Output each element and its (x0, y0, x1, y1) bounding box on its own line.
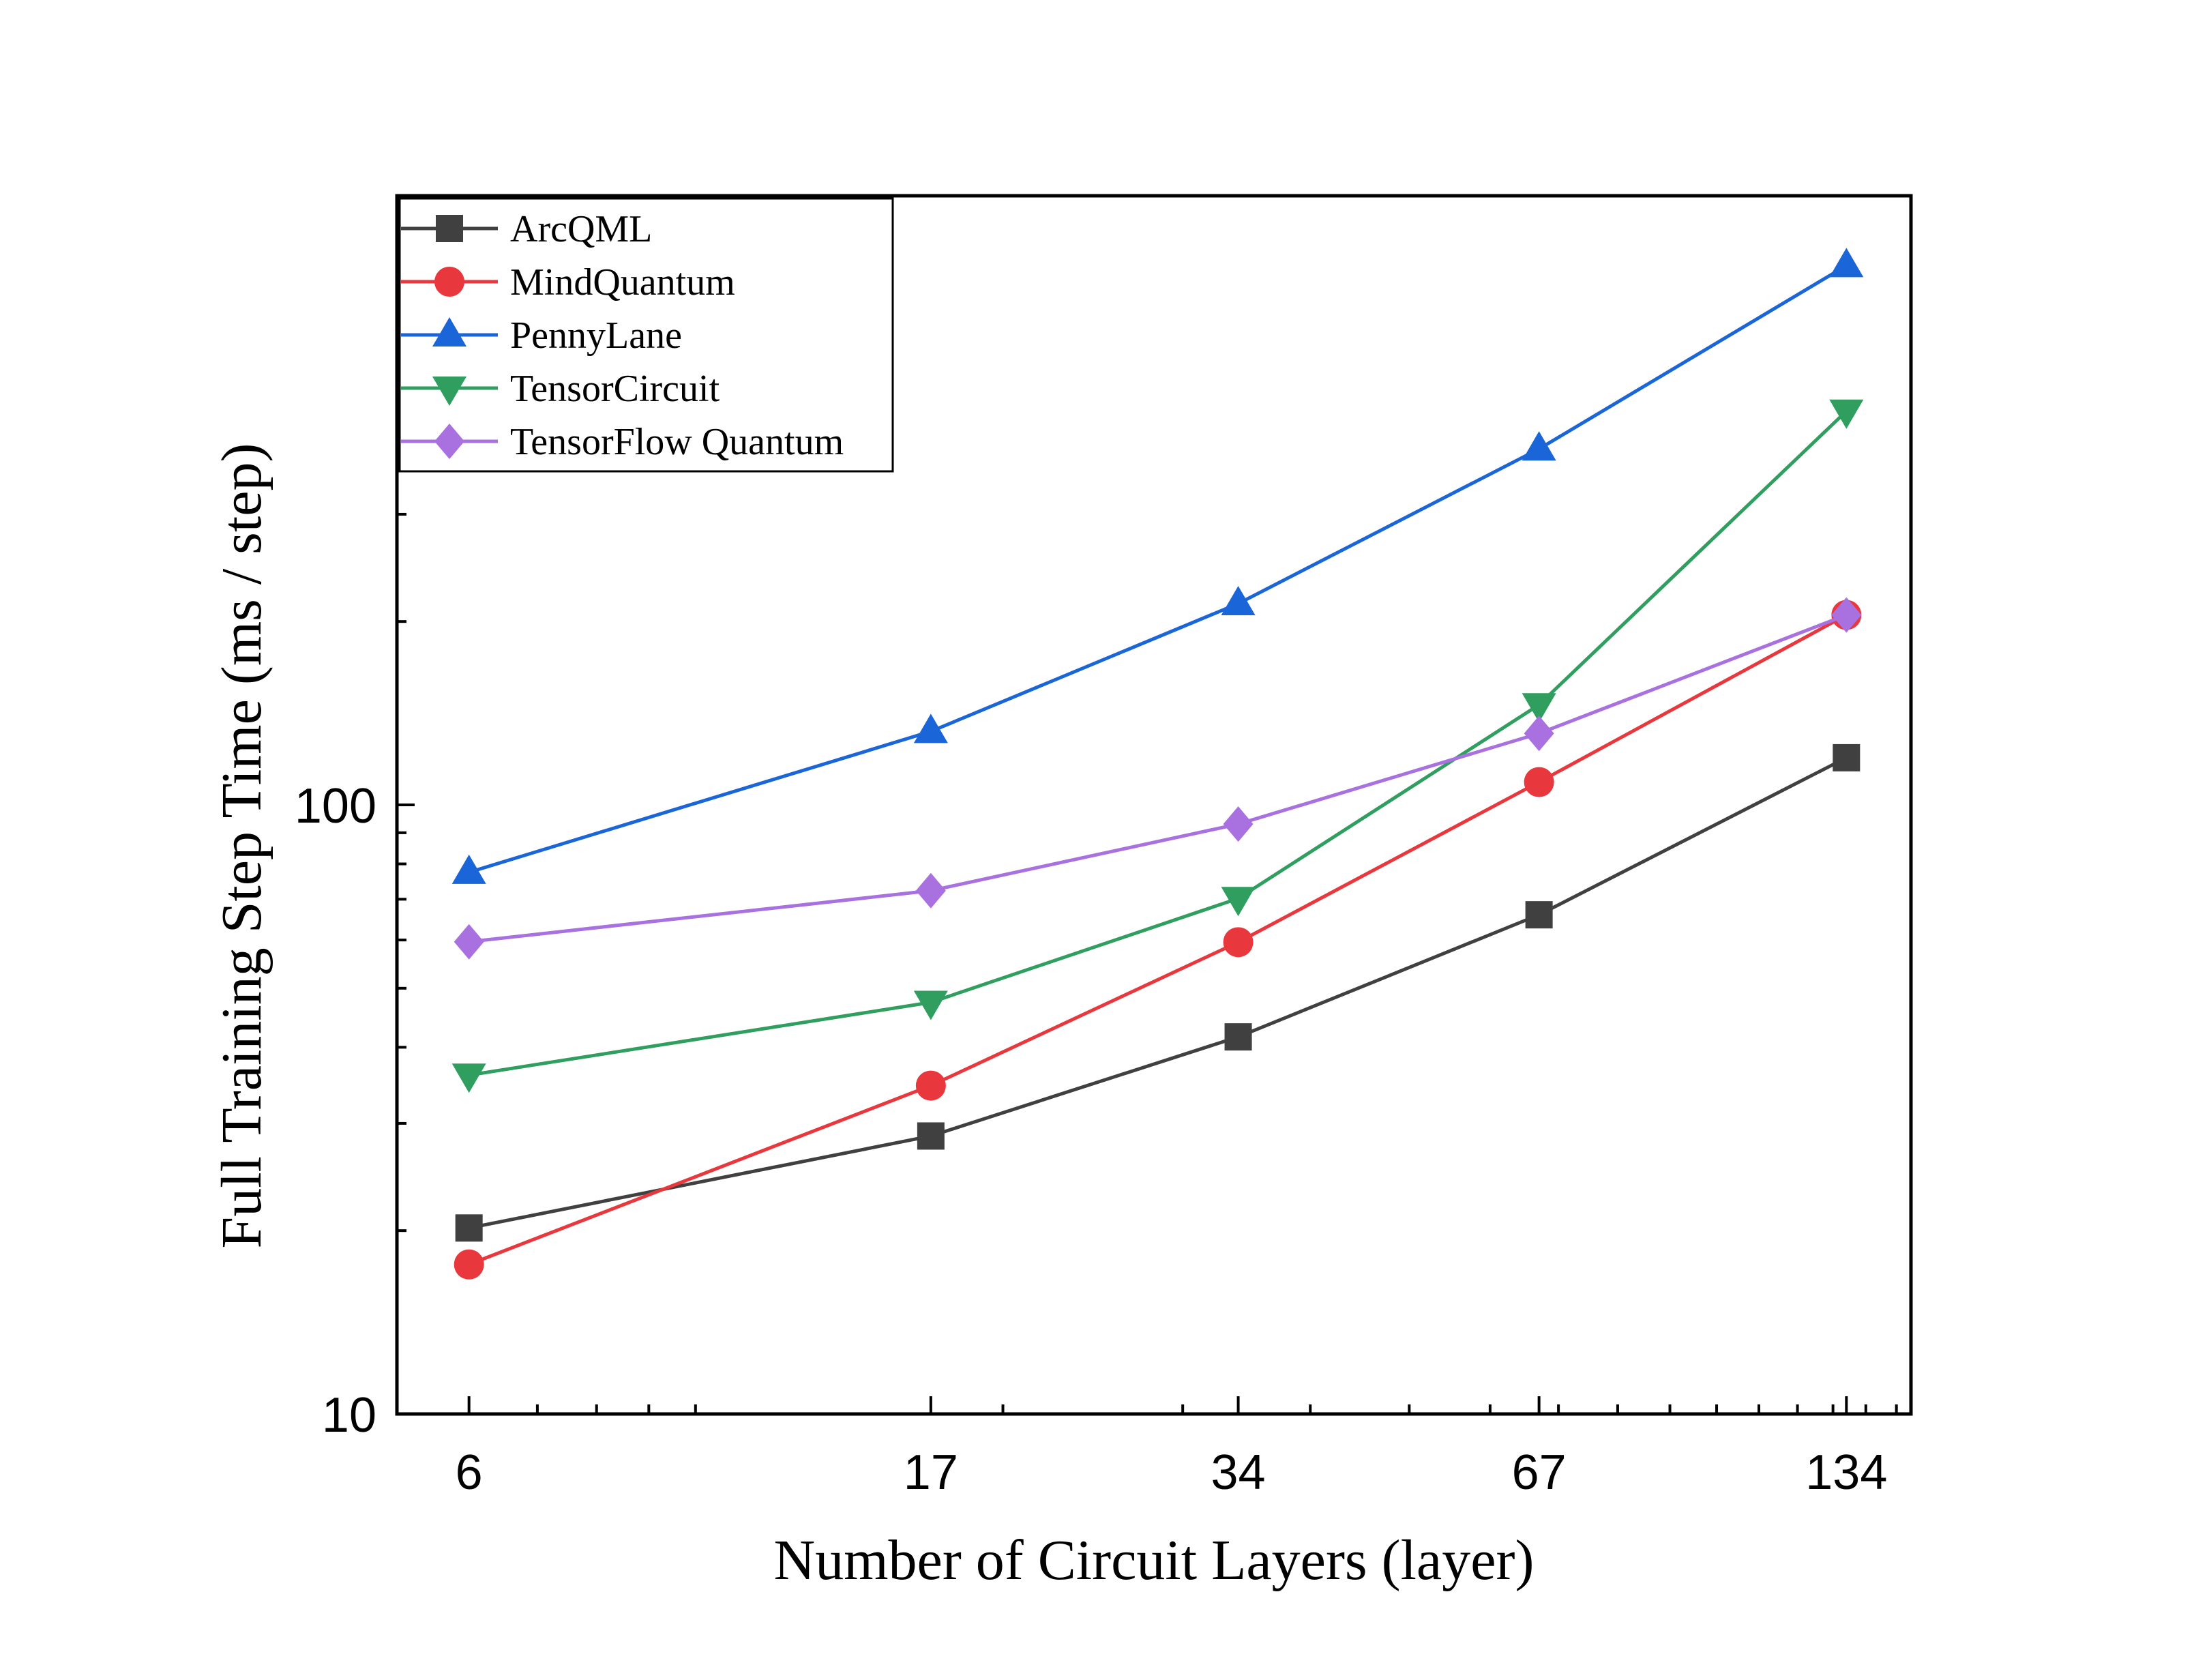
data-point (1522, 693, 1556, 723)
legend-item: MindQuantum (401, 261, 735, 304)
legend-label: TensorFlow Quantum (510, 421, 844, 463)
plot-marks (451, 248, 1864, 1280)
legend-item: ArcQML (401, 208, 652, 250)
data-point (1831, 597, 1862, 633)
data-point (915, 872, 946, 909)
legend-label: ArcQML (510, 208, 652, 250)
series-tensorcircuit (451, 399, 1864, 1093)
y-tick-label: 10 (322, 1388, 376, 1443)
data-point (1223, 806, 1254, 842)
x-tick-label: 6 (456, 1445, 483, 1500)
data-point (451, 1063, 486, 1093)
series-mindquantum (454, 600, 1862, 1280)
y-axis-title: Full Training Step Time (ms / step) (210, 443, 273, 1249)
data-point (454, 1249, 484, 1280)
data-point (1224, 1023, 1252, 1051)
data-point (455, 1214, 483, 1242)
series-pennylane (451, 248, 1864, 884)
data-point (1522, 431, 1556, 461)
x-tick-label: 67 (1512, 1445, 1567, 1500)
data-point (454, 924, 484, 960)
legend-marker (432, 317, 466, 347)
legend-marker (436, 215, 463, 242)
series-line (469, 409, 1848, 1077)
series-line (469, 613, 1848, 944)
data-point (1525, 901, 1553, 929)
data-point (1221, 887, 1256, 917)
data-point (1829, 248, 1864, 278)
data-point (1833, 743, 1861, 771)
series-arcqml (455, 743, 1861, 1242)
x-axis-title: Number of Circuit Layers (layer) (774, 1529, 1535, 1592)
legend-item: TensorCircuit (401, 368, 720, 410)
data-point (451, 854, 486, 884)
legend-item: TensorFlow Quantum (401, 421, 844, 463)
data-point (1524, 716, 1554, 752)
data-point (913, 713, 948, 743)
x-tick-label: 34 (1211, 1445, 1266, 1500)
legend-label: TensorCircuit (510, 368, 720, 410)
legend-marker (434, 424, 464, 459)
legend: ArcQML MindQuantum PennyLane TensorCircuit T… (398, 197, 894, 473)
data-point (1221, 585, 1256, 615)
x-tick-label: 134 (1805, 1445, 1887, 1500)
data-point (913, 990, 948, 1020)
y-tick-label: 100 (295, 779, 376, 834)
legend-item: PennyLane (401, 314, 682, 357)
legend-marker (434, 267, 464, 297)
legend-marker (432, 377, 466, 406)
data-point (1223, 927, 1254, 958)
data-point (917, 1122, 945, 1150)
x-axis-ticks: 6 17 34 67 134 (456, 1396, 1898, 1500)
legend-label: MindQuantum (510, 261, 735, 304)
series-tensorflow-quantum (454, 597, 1862, 960)
y-axis-ticks: 10 100 (295, 222, 415, 1443)
data-point (1524, 767, 1554, 797)
x-tick-label: 17 (904, 1445, 958, 1500)
series-line (469, 756, 1848, 1230)
data-point (915, 1070, 946, 1101)
data-point (1829, 399, 1864, 429)
legend-label: PennyLane (510, 314, 682, 357)
series-line (468, 613, 1848, 1267)
